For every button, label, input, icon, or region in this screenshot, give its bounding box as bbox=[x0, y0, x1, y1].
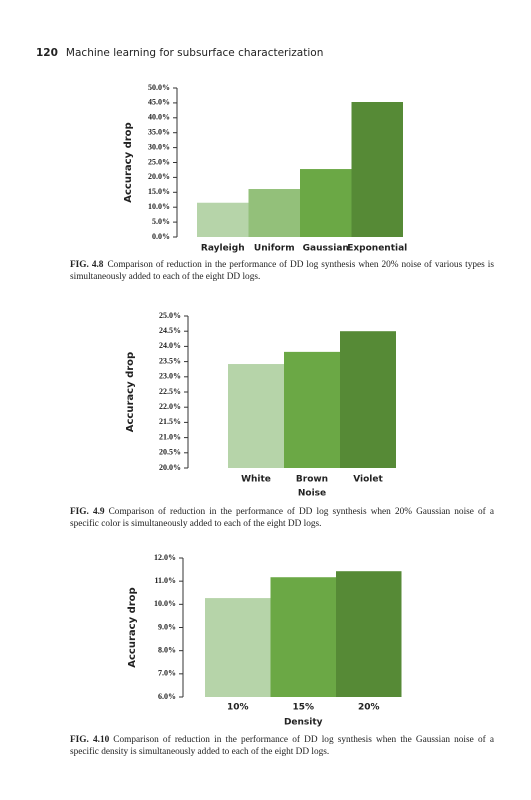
y-axis-label: Accuracy drop bbox=[125, 352, 136, 432]
x-tick-label: 20% bbox=[358, 703, 380, 713]
caption-label: FIG. 4.10 bbox=[70, 735, 110, 745]
y-tick-label: 10.0% bbox=[148, 202, 170, 211]
x-tick-label: Brown bbox=[296, 475, 328, 485]
y-tick-label: 30.0% bbox=[148, 142, 170, 151]
caption: FIG. 4.8 Comparison of reduction in the p… bbox=[70, 259, 494, 283]
bar bbox=[300, 169, 352, 237]
x-axis-label: Density bbox=[284, 718, 323, 728]
caption-text: Comparison of reduction in the performan… bbox=[70, 507, 494, 529]
y-tick-label: 7.0% bbox=[158, 669, 176, 678]
y-tick-label: 20.5% bbox=[159, 448, 181, 457]
caption-text: Comparison of reduction in the performan… bbox=[70, 735, 494, 757]
bar bbox=[228, 364, 284, 468]
y-tick-label: 5.0% bbox=[152, 217, 170, 226]
y-tick-label: 40.0% bbox=[148, 113, 170, 122]
caption-label: FIG. 4.9 bbox=[70, 507, 105, 517]
y-tick-label: 20.0% bbox=[159, 463, 181, 472]
y-axis-label: Accuracy drop bbox=[127, 587, 138, 667]
running-header: 120 Machine learning for subsurface chara… bbox=[36, 47, 323, 59]
y-tick-label: 24.0% bbox=[159, 341, 181, 350]
y-tick-label: 23.5% bbox=[159, 356, 181, 365]
y-tick-label: 21.5% bbox=[159, 417, 181, 426]
y-tick-label: 50.0% bbox=[148, 83, 170, 92]
bar bbox=[351, 102, 403, 237]
caption: FIG. 4.10 Comparison of reduction in the … bbox=[70, 734, 494, 758]
y-tick-label: 22.0% bbox=[159, 402, 181, 411]
x-tick-label: White bbox=[241, 475, 271, 485]
y-tick-label: 25.0% bbox=[159, 311, 181, 320]
bar bbox=[284, 351, 340, 468]
caption-label: FIG. 4.8 bbox=[70, 260, 104, 270]
x-tick-label: 15% bbox=[292, 703, 314, 713]
page-number: 120 bbox=[36, 47, 58, 59]
bar bbox=[336, 571, 402, 697]
bar bbox=[270, 577, 336, 697]
y-axis-label: Accuracy drop bbox=[123, 122, 134, 202]
x-tick-label: Rayleigh bbox=[201, 244, 245, 254]
y-tick-label: 0.0% bbox=[152, 232, 170, 241]
y-tick-label: 22.5% bbox=[159, 387, 181, 396]
y-tick-label: 9.0% bbox=[158, 622, 176, 631]
x-tick-label: Uniform bbox=[254, 244, 295, 254]
caption-text: Comparison of reduction in the performan… bbox=[70, 260, 494, 282]
y-tick-label: 12.0% bbox=[154, 553, 176, 562]
x-tick-label: Gaussian bbox=[303, 244, 349, 254]
bar bbox=[248, 189, 300, 237]
x-tick-label: 10% bbox=[227, 703, 249, 713]
y-tick-label: 6.0% bbox=[158, 692, 176, 701]
y-tick-label: 45.0% bbox=[148, 98, 170, 107]
x-tick-label: Violet bbox=[353, 475, 383, 485]
y-tick-label: 11.0% bbox=[154, 576, 176, 585]
y-tick-label: 15.0% bbox=[148, 187, 170, 196]
y-tick-label: 10.0% bbox=[154, 599, 176, 608]
bar bbox=[340, 331, 396, 468]
bar bbox=[205, 598, 271, 697]
y-tick-label: 8.0% bbox=[158, 645, 176, 654]
x-axis-label: Noise bbox=[298, 489, 326, 499]
y-tick-label: 20.0% bbox=[148, 172, 170, 181]
caption: FIG. 4.9 Comparison of reduction in the p… bbox=[70, 506, 494, 530]
y-tick-label: 21.0% bbox=[159, 432, 181, 441]
y-tick-label: 23.0% bbox=[159, 372, 181, 381]
y-tick-label: 35.0% bbox=[148, 128, 170, 137]
book-title: Machine learning for subsurface characte… bbox=[65, 47, 324, 59]
x-tick-label: Exponential bbox=[347, 244, 407, 254]
bar bbox=[197, 202, 249, 237]
y-tick-label: 24.5% bbox=[159, 326, 181, 335]
y-tick-label: 25.0% bbox=[148, 157, 170, 166]
